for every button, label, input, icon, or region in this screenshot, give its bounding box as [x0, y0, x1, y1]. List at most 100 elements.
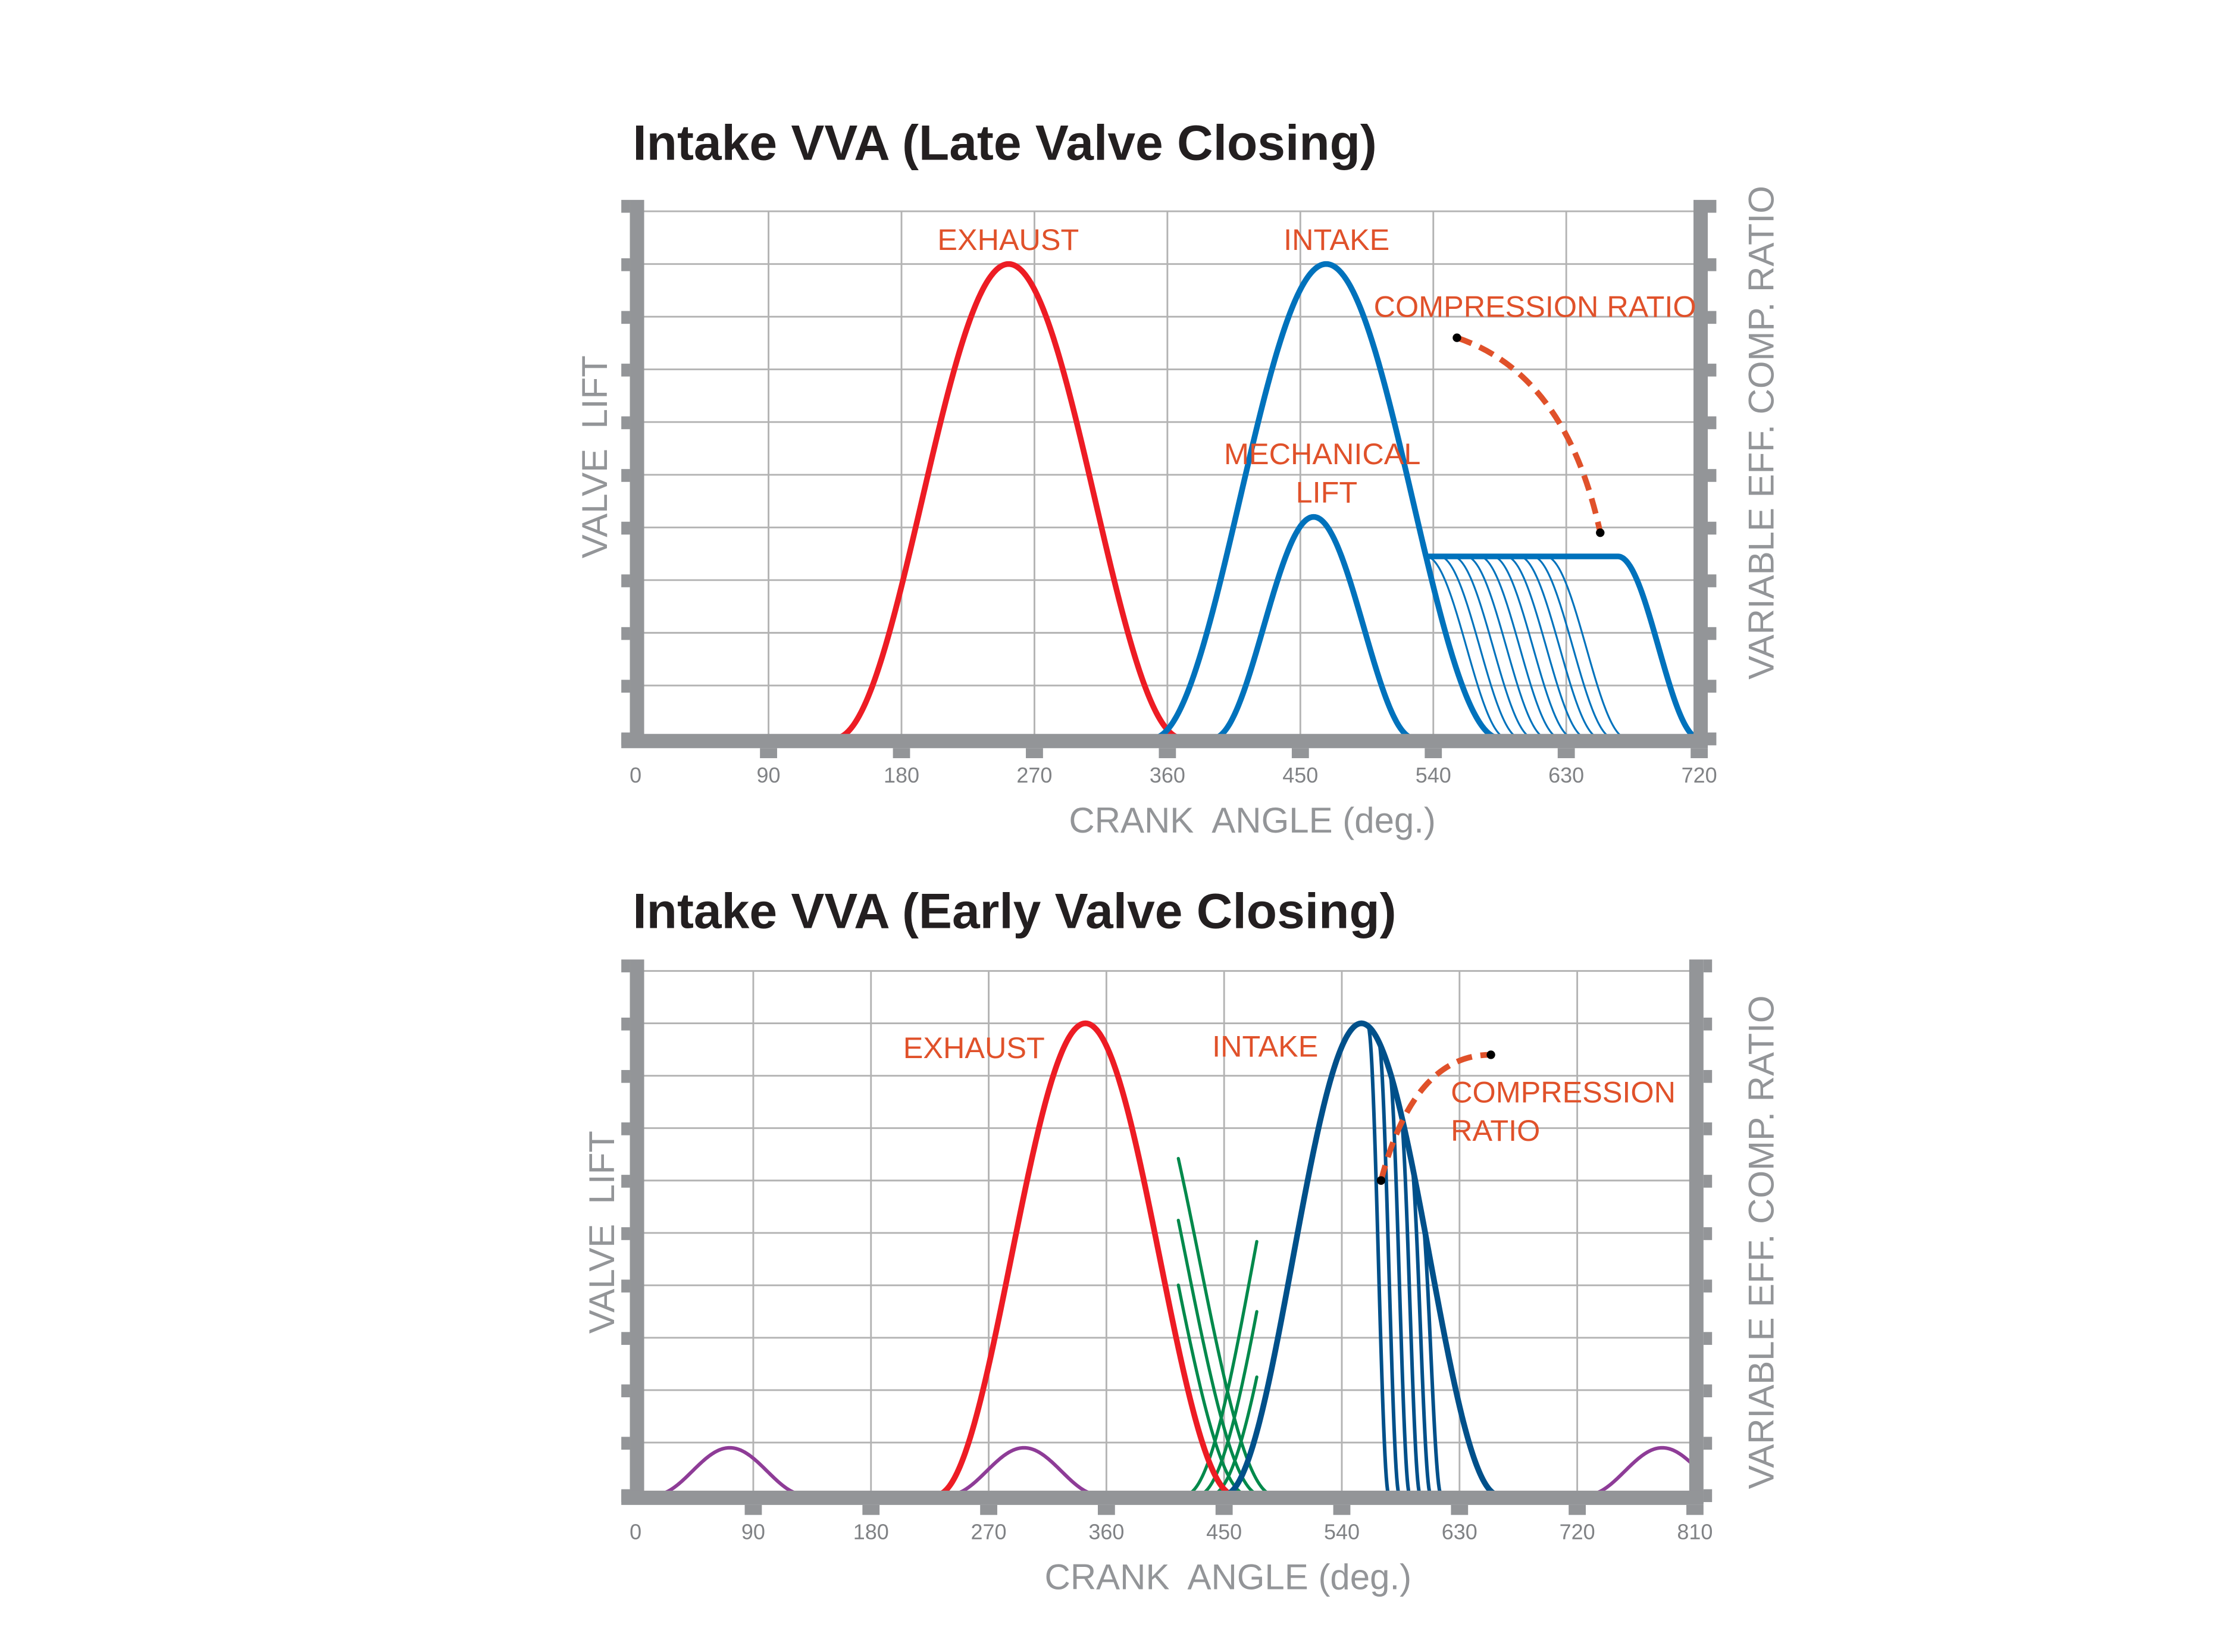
axes	[621, 959, 1713, 1515]
chart-early-valve-closing: Intake VVA (Early Valve Closing) 0 90 180 2…	[582, 883, 1781, 1597]
x-axis-tick	[1026, 748, 1043, 759]
x-tick-label: 90	[757, 763, 781, 787]
x-tick-label: 360	[1088, 1519, 1124, 1544]
chart-late-valve-closing: Intake VVA (Late Valve Closing) 0 90 180 27…	[575, 115, 1781, 840]
annotation-lift: LIFT	[1296, 475, 1358, 509]
x-axis-tick	[893, 748, 910, 759]
x-tick-labels: 0 90 180 270 360 450 540 630 720 810	[630, 1519, 1713, 1544]
x-tick-label: 540	[1416, 763, 1451, 787]
x-tick-label: 630	[1548, 763, 1584, 787]
y-axis-tick	[621, 732, 630, 746]
x-axis-bar	[621, 734, 1708, 749]
overlap-exhaust-variant-line	[1176, 1157, 1276, 1497]
x-tick-label: 630	[1442, 1519, 1477, 1544]
y-axis-tick	[621, 1279, 630, 1293]
y-axis-bar	[630, 959, 644, 1504]
x-axis-tick	[980, 1504, 997, 1515]
mechanical-lift-curve	[1210, 514, 1417, 741]
annotation-exhaust: EXHAUST	[937, 223, 1079, 256]
y2-axis-bar	[1689, 959, 1704, 1504]
x-axis-label: CRANK ANGLE (deg.)	[1069, 800, 1436, 840]
x-axis-tick	[1097, 1504, 1115, 1515]
intake-closing-variant-line	[1422, 543, 1508, 740]
x-tick-labels: 0 90 180 270 360 450 540 630 720	[630, 763, 1717, 787]
exhaust-curve	[933, 1020, 1238, 1498]
y-axis-tick	[621, 1175, 630, 1188]
x-axis-tick	[1557, 748, 1575, 759]
compression-ratio-endpoint	[1376, 1176, 1386, 1185]
x-axis-tick	[862, 1504, 880, 1515]
x-tick-label: 810	[1677, 1519, 1713, 1544]
y2-axis-tick	[1703, 1279, 1713, 1293]
secondary-lift-curve	[634, 1446, 1697, 1497]
y2-axis-tick	[1708, 732, 1717, 746]
y2-axis-tick	[1708, 364, 1717, 377]
y2-axis-tick	[1708, 469, 1717, 482]
x-tick-label: 0	[630, 1519, 641, 1544]
y2-axis-tick	[1703, 1332, 1713, 1345]
compression-ratio-endpoint	[1452, 333, 1461, 342]
x-tick-label: 180	[853, 1519, 889, 1544]
y2-axis-tick	[1703, 1489, 1713, 1503]
y-axis-tick	[621, 364, 630, 377]
y2-axis-tick	[1708, 627, 1717, 640]
intake-curve	[1221, 1020, 1502, 1498]
y2-axis-tick	[1703, 1227, 1713, 1240]
y-axis-tick	[621, 680, 630, 693]
chart-title: Intake VVA (Late Valve Closing)	[633, 115, 1377, 171]
intake-late-closing-curve	[1420, 540, 1702, 741]
x-axis-tick	[1333, 1504, 1351, 1515]
y-axis-tick	[621, 1489, 630, 1503]
y2-axis-tick	[1708, 258, 1717, 271]
x-axis-tick	[1425, 748, 1442, 759]
y2-axis-tick	[1703, 1122, 1713, 1135]
axes	[621, 199, 1717, 759]
x-axis-tick	[744, 1504, 762, 1515]
x-axis-tick	[760, 748, 777, 759]
exhaust-curve	[832, 261, 1185, 741]
intake-curve	[1150, 261, 1503, 741]
annotation-compression: COMPRESSION	[1451, 1075, 1676, 1109]
annotation-mechanical: MECHANICAL	[1224, 437, 1420, 471]
chart-title: Intake VVA (Early Valve Closing)	[633, 883, 1396, 939]
y2-axis-tick	[1703, 1437, 1713, 1450]
curves	[634, 1020, 1697, 1498]
annotation-ratio: RATIO	[1451, 1113, 1540, 1147]
x-axis-tick	[1691, 748, 1708, 759]
y2-axis-tick	[1703, 959, 1713, 972]
y2-axis-label: VARIABLE EFF. COMP. RATIO	[1741, 186, 1781, 680]
x-axis-tick	[1686, 1504, 1704, 1515]
y-axis-tick	[621, 1437, 630, 1450]
x-axis-tick	[1451, 1504, 1469, 1515]
annotation-intake: INTAKE	[1212, 1029, 1318, 1063]
compression-ratio-endpoint	[1596, 528, 1605, 537]
y2-axis-label: VARIABLE EFF. COMP. RATIO	[1741, 996, 1781, 1490]
x-axis-bar	[621, 1490, 1704, 1505]
x-tick-label: 720	[1560, 1519, 1595, 1544]
y-axis-tick	[621, 627, 630, 640]
x-tick-label: 720	[1682, 763, 1717, 787]
y2-axis-tick	[1703, 1070, 1713, 1083]
y-axis-tick	[621, 1332, 630, 1345]
annotation-exhaust: EXHAUST	[903, 1031, 1045, 1065]
x-axis-tick	[1569, 1504, 1586, 1515]
x-axis-tick	[1291, 748, 1309, 759]
x-tick-label: 180	[884, 763, 919, 787]
y2-axis-tick	[1703, 1175, 1713, 1188]
x-tick-label: 450	[1282, 763, 1318, 787]
y2-axis-tick	[1708, 574, 1717, 587]
overlap-intake-variant-line	[1183, 1240, 1259, 1497]
curves	[832, 261, 1702, 741]
annotation-compression-ratio: COMPRESSION RATIO	[1374, 290, 1696, 324]
y-axis-bar	[630, 199, 644, 747]
y-axis-tick	[621, 1384, 630, 1397]
x-tick-label: 270	[971, 1519, 1007, 1544]
y-axis-tick	[621, 311, 630, 324]
y-axis-tick	[621, 574, 630, 587]
y-axis-tick	[621, 1122, 630, 1135]
x-tick-label: 360	[1150, 763, 1185, 787]
y-axis-tick	[621, 416, 630, 430]
y2-axis-tick	[1708, 680, 1717, 693]
